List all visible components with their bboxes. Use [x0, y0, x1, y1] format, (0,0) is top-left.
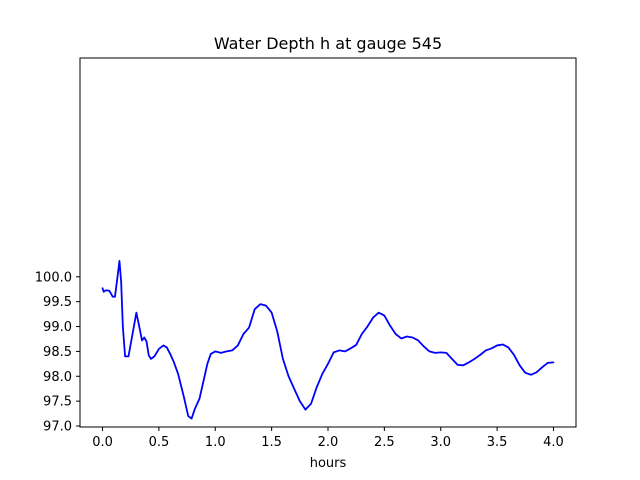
y-tick-label: 97.5: [43, 395, 72, 410]
series-line-0: [101, 260, 555, 420]
x-tick-label: 2.0: [318, 435, 339, 450]
y-tick-label: 99.5: [43, 295, 72, 310]
y-tick-label: 97.0: [43, 420, 72, 435]
x-axis-label: hours: [310, 456, 347, 471]
y-axis: 97.0 97.5 98.0 98.5 99.0 99.5 100.0: [35, 270, 80, 435]
x-tick-label: 2.5: [374, 435, 395, 450]
x-tick-label: 0.0: [92, 435, 113, 450]
x-tick-label: 0.5: [149, 435, 170, 450]
x-axis: 0.0 0.5 1.0 1.5 2.0 2.5 3.0 3.5 4.0: [92, 427, 564, 450]
x-tick-label: 3.5: [487, 435, 508, 450]
chart-title: Water Depth h at gauge 545: [214, 34, 442, 53]
y-tick-label: 99.0: [43, 320, 72, 335]
plot-frame: [79, 57, 577, 428]
x-tick-label: 1.0: [205, 435, 226, 450]
x-tick-label: 1.5: [261, 435, 282, 450]
x-tick-label: 4.0: [543, 435, 564, 450]
y-tick-label: 100.0: [35, 270, 72, 285]
y-tick-label: 98.0: [43, 370, 72, 385]
plot-area: [79, 57, 577, 428]
x-tick-label: 3.0: [430, 435, 451, 450]
y-tick-label: 98.5: [43, 345, 72, 360]
